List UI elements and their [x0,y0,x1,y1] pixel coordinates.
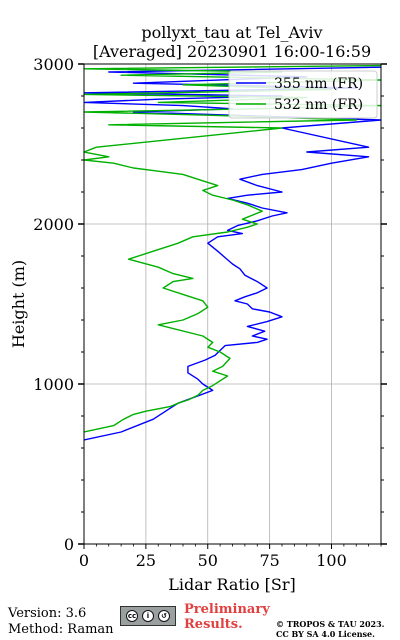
plot-frame [83,63,382,545]
series-line-532nm [84,64,381,433]
cc-license-badge: cc i ↺ [120,606,176,626]
x-tick-label: 25 [136,551,156,570]
cc-icon: cc [126,610,138,622]
y-tick-label: 1000 [33,375,74,394]
y-tick-label: 0 [64,535,74,554]
x-tick-label: 100 [316,551,347,570]
method-text: Method: Raman [8,622,114,637]
copyright-line2: CC BY SA 4.0 License. [276,629,375,639]
by-icon: i [142,610,154,622]
y-tick-label: 3000 [33,55,74,74]
y-axis-label: Height (m) [9,260,28,348]
grid-lines [84,64,381,544]
preliminary-line2: Results. [184,617,243,632]
x-tick-label: 0 [79,551,89,570]
legend-label-532: 532 nm (FR) [274,97,363,113]
sa-icon: ↺ [158,610,170,622]
copyright-line1: © TROPOS & TAU 2023. [276,619,385,629]
legend-label-355: 355 nm (FR) [274,76,363,92]
footer-info: Version: 3.6 Method: Raman [8,606,114,638]
y-tick-label: 2000 [33,215,74,234]
version-text: Version: 3.6 [8,606,87,621]
chart-canvas: pollyxt_tau at Tel_Aviv [Averaged] 20230… [9,23,387,594]
chart-title: pollyxt_tau at Tel_Aviv [141,23,322,42]
preliminary-line1: Preliminary [184,602,270,617]
preliminary-notice: Preliminary Results. [184,602,270,632]
chart-subtitle: [Averaged] 20230901 16:00-16:59 [93,42,371,61]
legend: 355 nm (FR) 532 nm (FR) [228,70,378,119]
x-tick-label: 75 [259,551,279,570]
x-tick-label: 50 [198,551,218,570]
copyright-notice: © TROPOS & TAU 2023. CC BY SA 4.0 Licens… [276,619,384,639]
x-axis-label: Lidar Ratio [Sr] [168,575,296,594]
